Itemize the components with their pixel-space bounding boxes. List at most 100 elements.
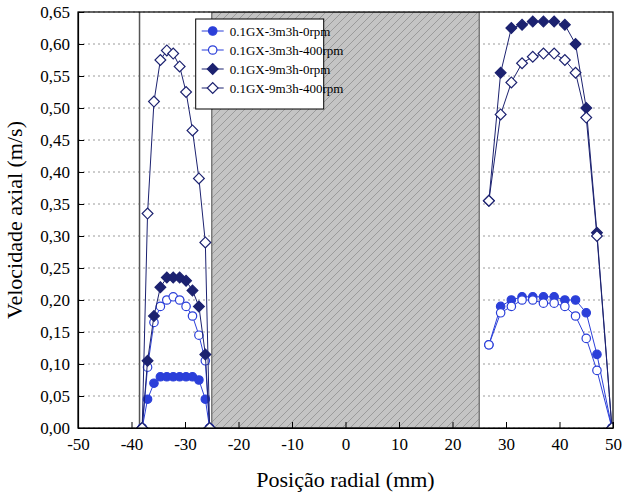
marker — [506, 77, 517, 88]
marker — [517, 19, 528, 30]
marker — [592, 231, 603, 242]
plot-frame — [78, 12, 613, 428]
marker — [142, 208, 153, 219]
tick-mark — [78, 172, 84, 173]
legend-marker — [208, 46, 216, 54]
legend-marker — [207, 64, 218, 75]
axis-line — [78, 13, 79, 429]
tick: 0,05 — [40, 387, 84, 406]
tick-mark — [78, 236, 84, 237]
tick: 0,60 — [40, 35, 84, 54]
tick-label: 0,60 — [40, 35, 70, 54]
series-line — [142, 22, 612, 428]
tick-label: 30 — [498, 435, 515, 454]
legend-label: 0.1GX-3m3h-400rpm — [230, 43, 344, 58]
axis-line — [79, 428, 614, 429]
tick-mark — [453, 422, 454, 428]
tick-label: 0,00 — [40, 419, 70, 438]
tick-mark — [78, 140, 84, 141]
tick-label: 10 — [391, 435, 408, 454]
marker — [483, 195, 494, 206]
series-line — [142, 297, 612, 428]
marker — [187, 125, 198, 136]
tick: 40 — [552, 422, 569, 454]
x-axis-title: Posição radial (mm) — [256, 467, 434, 492]
marker — [527, 51, 538, 62]
tick-label: 20 — [445, 435, 462, 454]
tick-label: -30 — [174, 435, 197, 454]
marker — [195, 376, 203, 384]
wall-line — [139, 12, 141, 428]
tick-label: 0,15 — [40, 323, 70, 342]
y-axis-title: Velocidade axial (m/s) — [2, 121, 27, 319]
marker — [582, 334, 590, 342]
marker — [204, 423, 215, 428]
marker — [200, 349, 211, 360]
tick-mark — [506, 422, 507, 428]
marker — [550, 299, 558, 307]
marker — [485, 341, 493, 349]
legend-entry: 0.1GX-9m3h-0rpm — [202, 62, 331, 77]
marker — [149, 96, 160, 107]
tick-label: -50 — [67, 435, 90, 454]
tick: 0,25 — [40, 259, 84, 278]
tick: -10 — [281, 422, 304, 454]
tick-mark — [560, 422, 561, 428]
marker — [187, 285, 198, 296]
tick-mark — [78, 204, 84, 205]
tick-mark — [78, 364, 84, 365]
marker — [529, 296, 537, 304]
tick-mark — [292, 422, 293, 428]
marker — [149, 311, 160, 322]
marker — [175, 296, 183, 304]
tick-label: 0,30 — [40, 227, 70, 246]
marker — [483, 195, 494, 206]
tick-mark — [239, 422, 240, 428]
tick-label: 0,20 — [40, 291, 70, 310]
tick-mark — [613, 422, 614, 428]
tick-label: -20 — [228, 435, 251, 454]
tick-label: 0,10 — [40, 355, 70, 374]
tick-label: -10 — [281, 435, 304, 454]
marker — [538, 48, 549, 59]
tick-label: 50 — [605, 435, 622, 454]
marker — [181, 275, 192, 286]
marker — [527, 16, 538, 27]
legend-marker — [207, 83, 218, 94]
tick-label: 0,35 — [40, 195, 70, 214]
tick-label: 40 — [552, 435, 569, 454]
series-line — [142, 297, 612, 428]
tick-mark — [78, 12, 84, 13]
marker — [539, 299, 547, 307]
marker — [156, 302, 164, 310]
tick: 0,00 — [40, 419, 84, 438]
tick: 0,10 — [40, 355, 84, 374]
marker — [137, 423, 148, 428]
tick-label: 0,25 — [40, 259, 70, 278]
tick: 0,15 — [40, 323, 84, 342]
marker — [571, 312, 579, 320]
tick: 0,20 — [40, 291, 84, 310]
marker — [570, 67, 581, 78]
marker — [559, 19, 570, 30]
marker — [181, 87, 192, 98]
y-axis: 0,000,050,100,150,200,250,300,350,400,45… — [40, 3, 84, 438]
tick-mark — [78, 268, 84, 269]
tick-mark — [346, 422, 347, 428]
marker — [204, 423, 215, 428]
tick-mark — [78, 108, 84, 109]
marker — [168, 48, 179, 59]
chart: -50-40-30-20-10010203040500,000,050,100,… — [0, 0, 627, 501]
marker — [518, 296, 526, 304]
grid — [78, 12, 613, 428]
tick: 0,65 — [40, 3, 84, 22]
tick-mark — [185, 422, 186, 428]
marker — [538, 16, 549, 27]
plot-marks — [137, 12, 613, 428]
marker — [561, 302, 569, 310]
marker — [549, 16, 560, 27]
tick-mark — [78, 76, 84, 77]
marker — [571, 296, 579, 304]
tick-mark — [399, 422, 400, 428]
marker — [155, 282, 166, 293]
